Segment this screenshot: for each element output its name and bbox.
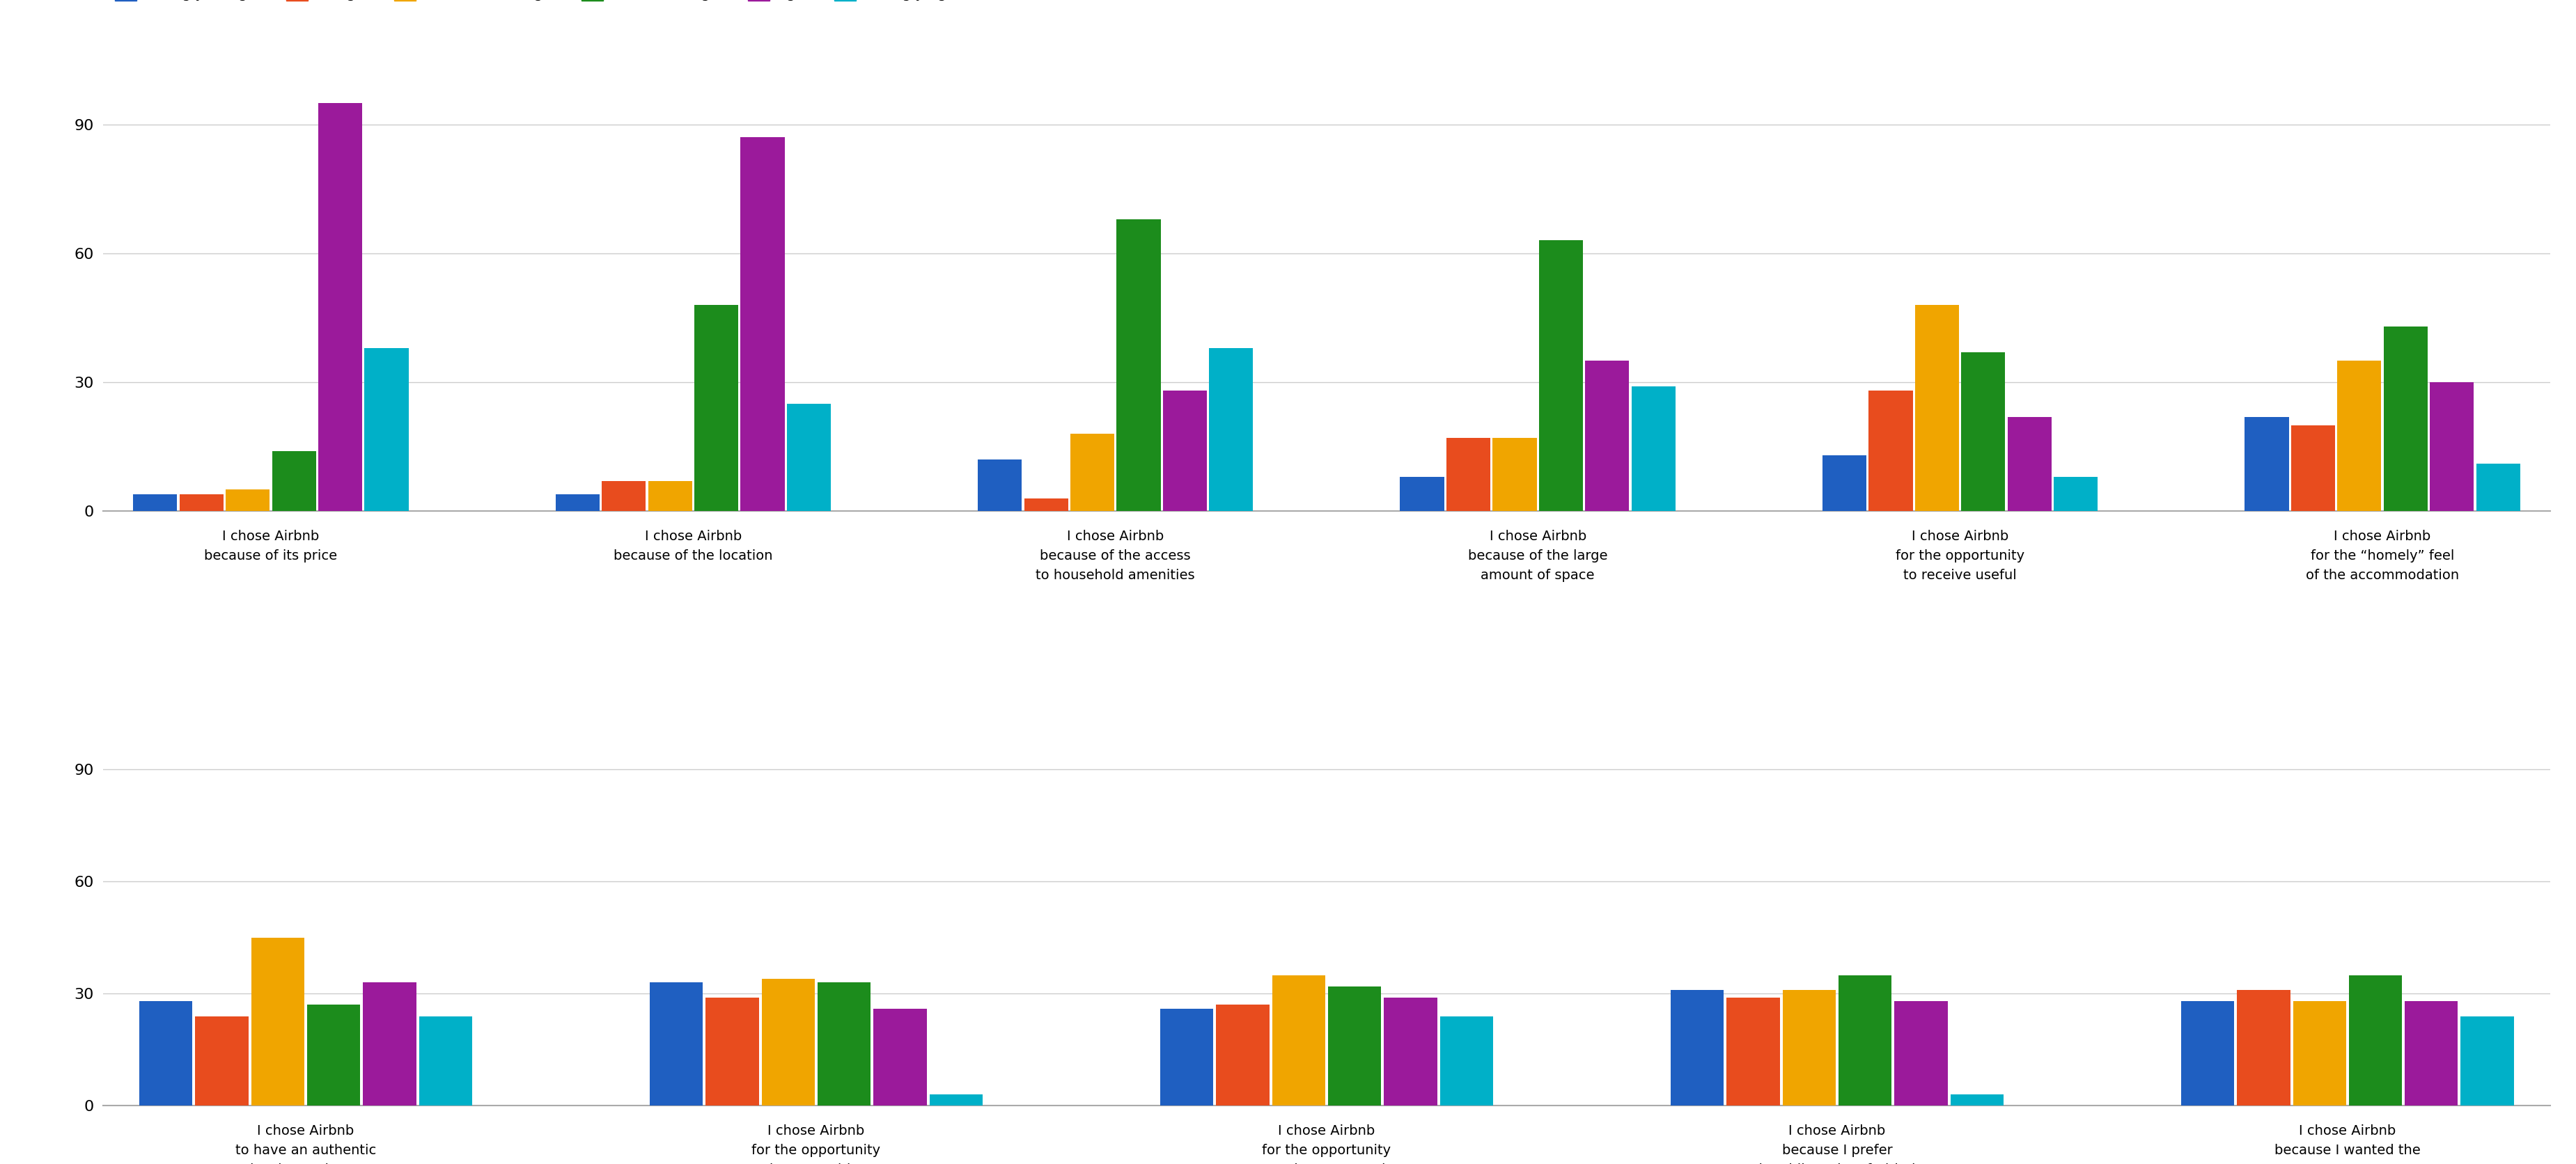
Bar: [1383, 998, 1437, 1106]
Bar: [979, 460, 1023, 511]
Bar: [1492, 438, 1538, 511]
Bar: [139, 1001, 193, 1106]
Bar: [696, 305, 739, 511]
Bar: [2460, 1016, 2514, 1106]
Bar: [930, 1094, 981, 1106]
Bar: [1821, 455, 1868, 511]
Bar: [762, 979, 814, 1106]
Bar: [817, 982, 871, 1106]
Bar: [1914, 305, 1958, 511]
Bar: [1401, 477, 1445, 511]
Bar: [307, 1005, 361, 1106]
Bar: [363, 982, 417, 1106]
Bar: [2290, 425, 2334, 511]
Bar: [319, 102, 363, 511]
Bar: [1208, 348, 1252, 511]
Bar: [1783, 989, 1837, 1106]
Bar: [2236, 989, 2290, 1106]
Bar: [2244, 417, 2287, 511]
Bar: [1631, 386, 1674, 511]
Bar: [1672, 989, 1723, 1106]
Bar: [2336, 361, 2380, 511]
Bar: [1115, 219, 1162, 511]
Bar: [739, 137, 786, 511]
Bar: [556, 494, 600, 511]
Bar: [1839, 975, 1891, 1106]
Bar: [1159, 1009, 1213, 1106]
Bar: [873, 1009, 927, 1106]
Bar: [1440, 1016, 1494, 1106]
Bar: [1162, 391, 1208, 511]
Bar: [1960, 353, 2004, 511]
Legend: Strongly disagree, Disagree, Somewhat disagree, Somewhat agree, Agree, Strongly : Strongly disagree, Disagree, Somewhat di…: [111, 0, 974, 5]
Bar: [2053, 477, 2097, 511]
Bar: [1868, 391, 1914, 511]
Bar: [1445, 438, 1492, 511]
Bar: [196, 1016, 247, 1106]
Bar: [134, 494, 178, 511]
Bar: [1329, 986, 1381, 1106]
Bar: [273, 450, 317, 511]
Bar: [2476, 464, 2519, 511]
Bar: [2383, 326, 2427, 511]
Bar: [2007, 417, 2050, 511]
Bar: [1950, 1094, 2004, 1106]
Bar: [603, 481, 647, 511]
Bar: [2182, 1001, 2233, 1106]
Bar: [1584, 361, 1628, 511]
Bar: [1216, 1005, 1270, 1106]
Bar: [2406, 1001, 2458, 1106]
Bar: [1273, 975, 1324, 1106]
Bar: [366, 348, 410, 511]
Bar: [227, 490, 270, 511]
Bar: [252, 938, 304, 1106]
Bar: [1893, 1001, 1947, 1106]
Bar: [2429, 382, 2473, 511]
Bar: [2293, 1001, 2347, 1106]
Bar: [420, 1016, 471, 1106]
Bar: [2349, 975, 2401, 1106]
Bar: [649, 982, 703, 1106]
Bar: [706, 998, 760, 1106]
Bar: [786, 404, 832, 511]
Bar: [1538, 241, 1582, 511]
Bar: [1025, 498, 1069, 511]
Bar: [180, 494, 224, 511]
Bar: [1072, 434, 1115, 511]
Bar: [1726, 998, 1780, 1106]
Bar: [649, 481, 693, 511]
